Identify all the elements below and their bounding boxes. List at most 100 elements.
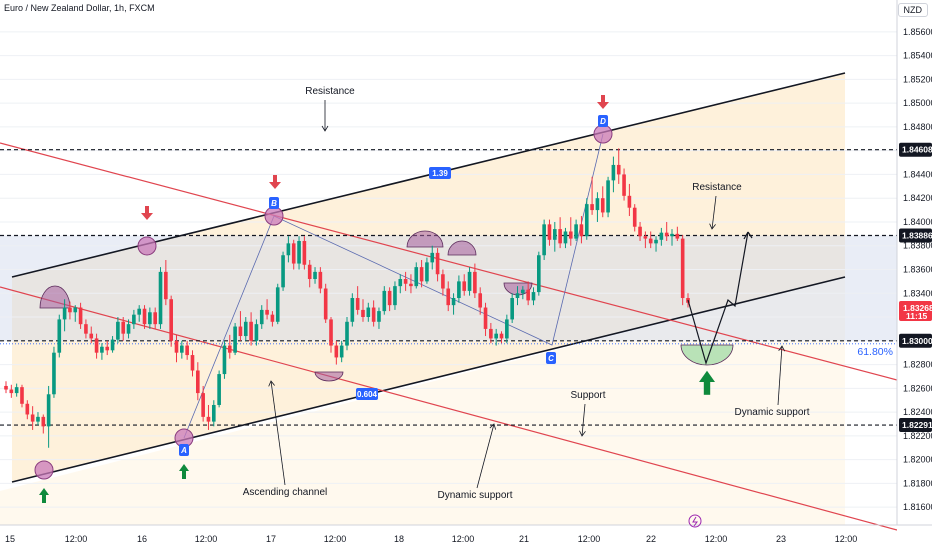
move-tag bbox=[429, 167, 451, 179]
symbol-title: Euro / New Zealand Dollar, 1h, FXCM bbox=[4, 3, 155, 13]
time-tick-label: 12:00 bbox=[195, 534, 218, 544]
candle-body bbox=[643, 236, 648, 239]
event-bolt-icon bbox=[692, 516, 698, 527]
currency-label[interactable]: NZD bbox=[897, 3, 928, 17]
candle-body bbox=[435, 252, 440, 275]
candle-body bbox=[126, 324, 131, 334]
sell-arrow-head bbox=[597, 102, 609, 109]
time-tick-label: 12:00 bbox=[324, 534, 347, 544]
candle-body bbox=[9, 389, 14, 394]
candle-body bbox=[14, 387, 19, 394]
time-tick-label: 17 bbox=[266, 534, 276, 544]
candle-body bbox=[558, 229, 562, 244]
candle-body bbox=[600, 198, 605, 213]
abcd-pattern bbox=[183, 133, 604, 439]
candle-body bbox=[366, 307, 371, 318]
annotation-text: Resistance bbox=[305, 86, 355, 97]
level-price-label: 1.83886 bbox=[902, 231, 932, 241]
candle-body bbox=[542, 224, 546, 256]
time-tick-label: 16 bbox=[137, 534, 147, 544]
candle-body bbox=[137, 308, 142, 315]
candle-body bbox=[494, 333, 498, 339]
candle-body bbox=[563, 231, 568, 244]
price-axis[interactable]: 1.85600 1.85400 1.85200 1.85000 1.84800 1.846… bbox=[896, 0, 932, 550]
level-price-label: 1.82291 bbox=[902, 420, 932, 430]
candle-body bbox=[489, 328, 493, 339]
price-tick-label: 1.81800 bbox=[903, 478, 932, 488]
candle-body bbox=[243, 321, 248, 337]
candle-body bbox=[148, 312, 152, 325]
candle-body bbox=[467, 271, 472, 291]
candle-body bbox=[499, 333, 504, 339]
candle-body bbox=[158, 271, 163, 325]
candle-body bbox=[302, 240, 307, 265]
time-tick-label: 23 bbox=[776, 534, 786, 544]
price-tick-label: 1.84800 bbox=[903, 122, 932, 132]
candle-body bbox=[441, 274, 445, 289]
candle-body bbox=[478, 293, 483, 308]
candle-body bbox=[217, 374, 221, 405]
sell-arrow-head bbox=[141, 213, 153, 220]
candle-body bbox=[355, 298, 360, 310]
annotation-text: Ascending channel bbox=[243, 487, 328, 498]
price-tick-label: 1.85000 bbox=[903, 98, 932, 108]
candle-body bbox=[73, 307, 78, 313]
arc-highlight bbox=[680, 344, 734, 366]
candle-body bbox=[227, 345, 232, 353]
candle-body bbox=[334, 345, 339, 358]
price-tick-label: 1.84200 bbox=[903, 193, 932, 203]
candles bbox=[4, 148, 690, 448]
move-tag bbox=[356, 388, 378, 400]
price-tick-label: 1.85600 bbox=[903, 27, 932, 37]
candle-body bbox=[616, 164, 621, 175]
annotation-arrowhead bbox=[709, 223, 716, 230]
time-tick-label: 12:00 bbox=[705, 534, 728, 544]
sell-arrow-stem bbox=[273, 175, 277, 182]
last-price-value: 1.83268 bbox=[903, 303, 932, 313]
candle-body bbox=[574, 224, 578, 239]
point-label-b: B bbox=[271, 199, 277, 208]
candle-body bbox=[185, 345, 189, 356]
candle-body bbox=[318, 271, 323, 289]
candle-body bbox=[307, 264, 312, 280]
fib-label: 61.80% bbox=[857, 346, 893, 358]
candle-body bbox=[568, 231, 573, 239]
candle-body bbox=[510, 298, 514, 320]
last-price-tag bbox=[899, 300, 932, 321]
time-tick-label: 18 bbox=[394, 534, 404, 544]
abcd-path bbox=[183, 133, 604, 439]
candle-body bbox=[275, 287, 280, 322]
candle-body bbox=[595, 198, 600, 211]
annotation-arrowhead bbox=[321, 125, 329, 132]
time-axis[interactable]: 15 12:00 16 12:00 17 12:00 18 12:00 21 12:00 22 12:… bbox=[0, 514, 932, 544]
price-tick-label: 1.83800 bbox=[903, 241, 932, 251]
candle-body bbox=[164, 271, 168, 300]
candle-body bbox=[462, 281, 467, 291]
candle-body bbox=[675, 233, 680, 239]
pivot-markers: A B C D 1.39 0.604 bbox=[34, 115, 613, 480]
candle-body bbox=[339, 345, 344, 358]
price-tick-label: 1.85400 bbox=[903, 51, 932, 61]
level-price-tag bbox=[899, 333, 932, 348]
pivot-circle bbox=[264, 206, 284, 226]
candle-body bbox=[425, 262, 429, 282]
candle-body bbox=[483, 307, 488, 329]
pivot-circle bbox=[137, 236, 157, 256]
level-price-tag bbox=[899, 418, 932, 433]
level-price-label: 1.83000 bbox=[902, 336, 932, 346]
candle-body bbox=[254, 324, 259, 341]
candle-body bbox=[46, 394, 51, 427]
candle-body bbox=[670, 233, 674, 237]
buy-arrow-stem bbox=[703, 382, 711, 395]
annotation-pointer bbox=[476, 423, 495, 489]
price-tick-label: 1.85200 bbox=[903, 74, 932, 84]
buy-arrow-stem bbox=[42, 495, 46, 503]
candle-body bbox=[84, 324, 88, 334]
price-tick-label: 1.84000 bbox=[903, 217, 932, 227]
candle-body bbox=[238, 326, 243, 337]
candle-body bbox=[270, 314, 275, 322]
candle-body bbox=[132, 314, 136, 325]
candle-body bbox=[121, 321, 126, 334]
price-tick-label: 1.82600 bbox=[903, 383, 932, 393]
